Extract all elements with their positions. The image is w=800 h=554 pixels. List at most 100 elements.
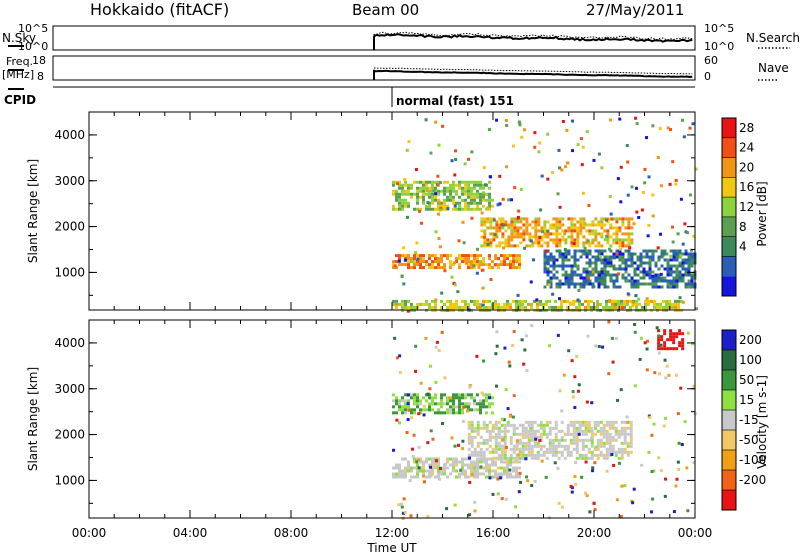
echo-cell <box>617 447 621 451</box>
echo-cell <box>608 423 612 427</box>
echo-cell <box>542 450 546 454</box>
echo-cell <box>500 423 504 427</box>
echo-cell <box>596 302 599 306</box>
echo-cell <box>681 279 685 283</box>
echo-cell <box>485 429 489 433</box>
echo-cell <box>554 426 558 430</box>
echo-cell <box>473 435 477 439</box>
echo-cell <box>407 405 410 409</box>
echo-cell <box>671 305 674 309</box>
echo-cell <box>422 472 425 476</box>
echo-cell <box>518 423 522 427</box>
echo-cell <box>552 223 556 227</box>
echo-cell <box>401 207 404 211</box>
echo-cell <box>416 263 419 267</box>
echo-cell <box>518 266 521 270</box>
echo-cell <box>620 450 624 454</box>
echo-cell <box>573 217 577 221</box>
echo-cell <box>501 438 505 442</box>
echo-cell <box>658 372 662 376</box>
echo-cell <box>401 408 404 412</box>
echo-cell <box>557 148 561 152</box>
echo-cell <box>561 120 565 124</box>
echo-cell <box>489 278 493 282</box>
echo-cell <box>488 186 491 190</box>
echo-cell <box>476 195 479 199</box>
echo-cell <box>567 249 571 253</box>
echo-cell <box>509 302 512 306</box>
colorbar-tick-label: 24 <box>739 141 754 155</box>
echo-cell <box>619 515 623 519</box>
echo-cell <box>519 480 523 484</box>
echo-cell <box>648 270 652 274</box>
echo-cell <box>398 405 401 409</box>
echo-cell <box>549 279 553 283</box>
echo-cell <box>428 263 431 267</box>
echo-cell <box>450 275 454 279</box>
echo-cell <box>591 267 595 271</box>
echo-cell <box>416 207 419 211</box>
echo-cell <box>657 279 661 283</box>
echo-cell <box>567 217 571 221</box>
echo-cell <box>549 270 553 274</box>
echo-cell <box>410 408 413 412</box>
echo-cell <box>638 302 641 306</box>
echo-cell <box>476 472 479 476</box>
echo-cell <box>654 273 658 277</box>
echo-cell <box>483 223 487 227</box>
echo-cell <box>666 261 670 265</box>
echo-cell <box>428 180 431 184</box>
echo-cell <box>494 305 497 309</box>
echo-cell <box>612 273 616 277</box>
echo-cell <box>605 299 608 303</box>
echo-cell <box>470 189 473 193</box>
echo-cell <box>446 186 449 190</box>
echo-cell <box>473 192 476 196</box>
echo-cell <box>480 217 484 221</box>
echo-cell <box>657 276 661 280</box>
echo-cell <box>501 217 505 221</box>
echo-cell <box>571 149 575 153</box>
colorbar-swatch <box>722 256 736 277</box>
echo-cell <box>438 245 442 249</box>
echo-cell <box>603 273 607 277</box>
echo-cell <box>687 261 691 265</box>
echo-cell <box>555 217 559 221</box>
echo-cell <box>591 229 595 233</box>
echo-cell <box>521 302 524 306</box>
echo-cell <box>393 264 397 268</box>
echo-cell <box>479 302 482 306</box>
echo-cell <box>573 375 577 379</box>
colorbar-swatch <box>722 470 736 490</box>
echo-cell <box>479 195 482 199</box>
echo-cell <box>401 405 404 409</box>
echo-cell <box>669 329 673 333</box>
echo-cell <box>648 249 652 253</box>
cpid-value: normal (fast) 151 <box>396 94 514 108</box>
echo-cell <box>434 402 437 406</box>
echo-cell <box>398 201 401 205</box>
echo-cell <box>539 423 543 427</box>
echo-cell <box>656 302 659 306</box>
echo-cell <box>494 450 498 454</box>
echo-cell <box>594 267 598 271</box>
echo-cell <box>498 217 502 221</box>
echo-cell <box>521 426 525 430</box>
echo-cell <box>476 429 480 433</box>
echo-cell <box>523 246 527 250</box>
echo-cell <box>689 248 693 252</box>
echo-cell <box>635 122 639 126</box>
echo-cell <box>681 252 685 256</box>
echo-cell <box>485 399 488 403</box>
echo-cell <box>545 447 549 451</box>
echo-cell <box>398 204 401 208</box>
echo-cell <box>627 244 631 248</box>
echo-cell <box>654 285 658 289</box>
echo-cell <box>542 426 546 430</box>
echo-cell <box>485 393 488 397</box>
echo-cell <box>612 285 616 289</box>
echo-cell <box>425 460 428 464</box>
echo-cell <box>563 247 567 251</box>
echo-cell <box>644 299 647 303</box>
echo-cell <box>470 266 473 270</box>
